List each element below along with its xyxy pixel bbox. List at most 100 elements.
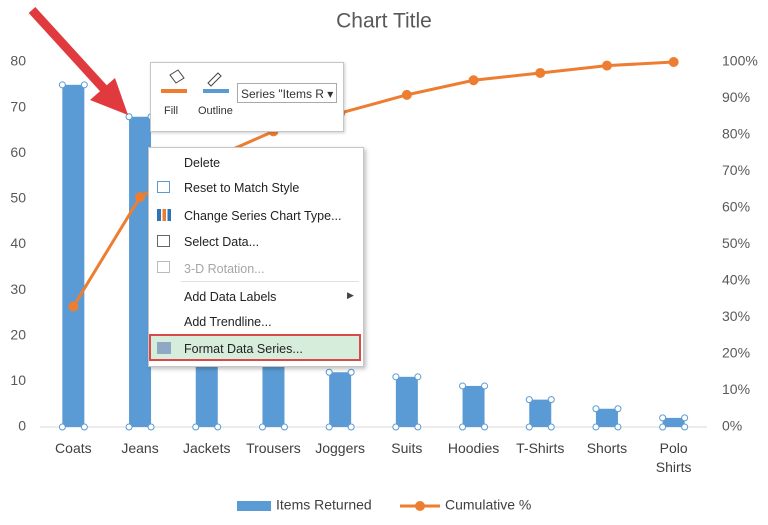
- legend-swatch: [237, 501, 271, 511]
- annotation-arrow: [28, 6, 128, 115]
- menu-item[interactable]: Delete: [184, 156, 221, 170]
- line-marker: [601, 60, 612, 71]
- legend-label: Cumulative %: [445, 497, 531, 513]
- selection-handle: [547, 423, 555, 431]
- selection-handle: [192, 423, 200, 431]
- x-tick-label: Polo Shirts: [655, 440, 692, 475]
- selection-handle: [392, 373, 400, 381]
- selection-handle: [459, 423, 467, 431]
- selection-handle: [347, 423, 355, 431]
- selection-handle: [147, 423, 155, 431]
- y-tick-label: 80: [10, 53, 26, 69]
- selection-handle: [547, 396, 555, 404]
- mini-toolbar: Fill Outline Series "Items R ▾: [150, 62, 344, 132]
- line-marker: [535, 67, 546, 78]
- bar: [529, 399, 552, 427]
- x-tick-label: Jeans: [121, 440, 159, 456]
- outline-icon: [207, 72, 222, 87]
- selection-handle: [347, 368, 355, 376]
- selection-handle: [214, 423, 222, 431]
- legend-label: Items Returned: [276, 497, 372, 513]
- line-marker: [135, 192, 146, 203]
- menu-item-disabled: 3-D Rotation...: [184, 262, 265, 276]
- menu-item[interactable]: Add Trendline...: [184, 315, 272, 329]
- y2-tick-label: 60%: [722, 199, 750, 215]
- selection-handle: [659, 414, 667, 422]
- arrow-head: [90, 78, 128, 115]
- selection-handle: [58, 81, 66, 89]
- y2-tick-label: 0%: [722, 418, 742, 434]
- menu-item[interactable]: Add Data Labels: [184, 290, 277, 304]
- x-tick-label: Suits: [391, 440, 423, 456]
- selection-handle: [80, 81, 88, 89]
- fill-label[interactable]: Fill: [164, 105, 179, 117]
- selection-handle: [525, 423, 533, 431]
- selection-handle: [125, 113, 133, 121]
- x-tick-label: Jackets: [183, 440, 231, 456]
- menu-item[interactable]: Change Series Chart Type...: [184, 209, 342, 223]
- submenu-arrow: ▶: [347, 290, 354, 300]
- selection-handle: [525, 396, 533, 404]
- y-tick-label: 50: [10, 190, 26, 206]
- fill-swatch: [161, 89, 187, 93]
- y2-tick-label: 70%: [722, 162, 750, 178]
- y2-tick-label: 50%: [722, 235, 750, 251]
- y-tick-label: 60: [10, 144, 26, 160]
- toolbar-icons: [161, 69, 229, 93]
- x-tick-label: Shorts: [586, 440, 628, 456]
- x-tick-label: Trousers: [246, 440, 301, 456]
- selection-handle: [681, 423, 689, 431]
- separator: [181, 281, 359, 282]
- y2-tick-label: 80%: [722, 126, 750, 142]
- line-marker: [401, 89, 412, 100]
- reset-icon: [157, 181, 170, 193]
- x-tick-label: Joggers: [315, 440, 366, 456]
- selection-handle: [592, 405, 600, 413]
- selection-handle: [414, 373, 422, 381]
- bar: [595, 408, 618, 427]
- chart-type-icon: [157, 209, 171, 221]
- selection-handle: [414, 423, 422, 431]
- line-marker: [668, 57, 679, 67]
- series-dropdown[interactable]: Series "Items R ▾: [237, 83, 337, 103]
- y2-tick-label: 10%: [722, 381, 750, 397]
- menu-item[interactable]: Select Data...: [184, 235, 260, 249]
- outline-swatch: [203, 89, 229, 93]
- selection-handle: [325, 368, 333, 376]
- context-menu: Delete Reset to Match Style Change Serie…: [148, 147, 364, 367]
- fill-icon: [169, 69, 185, 84]
- arrow-shaft: [28, 6, 109, 94]
- y-tick-label: 10: [10, 372, 26, 388]
- y2-tick-label: 100%: [722, 53, 758, 69]
- y-tick-label: 20: [10, 326, 26, 342]
- selection-handle: [481, 423, 489, 431]
- series-box-text: Series "Items R: [241, 87, 324, 101]
- y2-tick-label: 30%: [722, 308, 750, 324]
- outline-label[interactable]: Outline: [198, 105, 233, 117]
- select-data-icon: [157, 235, 170, 247]
- selection-handle: [659, 423, 667, 431]
- selection-handle: [325, 423, 333, 431]
- menu-item-selected[interactable]: Format Data Series...: [184, 342, 303, 356]
- bar: [462, 385, 485, 427]
- selection-handle: [80, 423, 88, 431]
- selection-handle: [258, 423, 266, 431]
- y-tick-label: 40: [10, 235, 26, 251]
- menu-item[interactable]: Reset to Match Style: [184, 181, 300, 195]
- line-marker: [468, 75, 479, 86]
- y2-tick-label: 90%: [722, 89, 750, 105]
- selection-handle: [481, 382, 489, 390]
- selection-handle: [614, 423, 622, 431]
- x-tick-label: Coats: [55, 440, 92, 456]
- y-tick-label: 30: [10, 281, 26, 297]
- y-tick-label: 0: [18, 418, 26, 434]
- y2-tick-label: 20%: [722, 345, 750, 361]
- selection-handle: [614, 405, 622, 413]
- bar: [62, 84, 85, 427]
- x-tick-label: T-Shirts: [516, 440, 565, 456]
- bar: [662, 417, 685, 427]
- bar: [395, 376, 418, 427]
- y-tick-label: 70: [10, 98, 26, 114]
- format-icon: [157, 342, 171, 354]
